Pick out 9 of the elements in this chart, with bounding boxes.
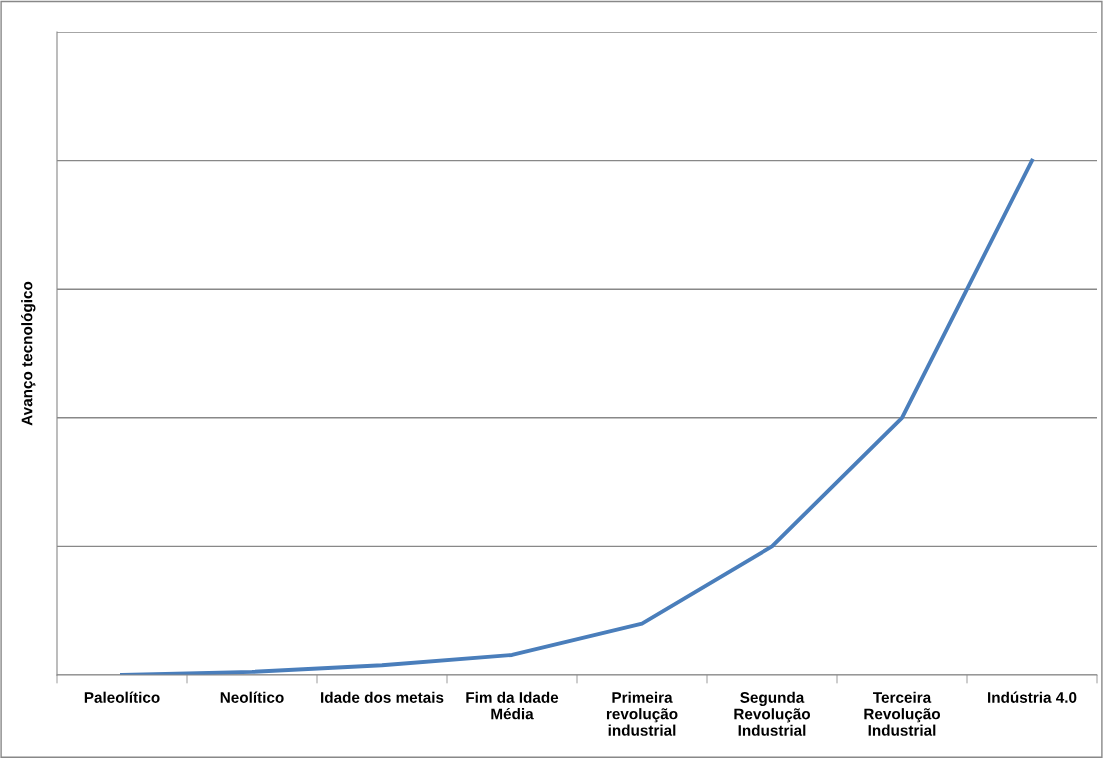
y-axis-title: Avanço tecnológico	[21, 281, 36, 426]
x-tick-label: Segunda Revolução Industrial	[734, 691, 811, 736]
x-tick-label: Primeira revolução industrial	[606, 691, 678, 736]
x-tick-label: Neolítico	[220, 691, 284, 703]
x-tick-label: Paleolítico	[84, 691, 160, 703]
x-tick-label: Indústria 4.0	[988, 691, 1077, 703]
x-tick-label: Fim da Idade Média	[466, 691, 559, 720]
x-tick-label: Terceira Revolução Industrial	[864, 691, 941, 736]
x-tick-label: Idade dos metais	[321, 691, 444, 703]
